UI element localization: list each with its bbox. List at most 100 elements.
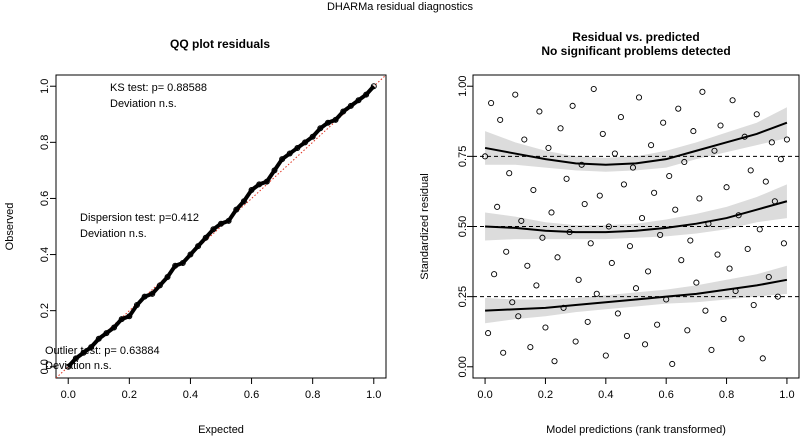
residual-point	[669, 360, 676, 368]
qq-point	[256, 181, 263, 188]
qq-point	[347, 102, 354, 109]
residual-point	[509, 299, 516, 306]
qq-point	[302, 139, 309, 146]
residual-point	[714, 251, 721, 258]
qq-point	[133, 302, 140, 309]
residual-point	[774, 293, 781, 300]
residual-point	[545, 144, 552, 151]
residual-point	[521, 136, 528, 143]
qq-point	[218, 220, 224, 227]
qq-point	[317, 125, 324, 132]
residual-point	[548, 209, 555, 216]
qq-point	[118, 316, 125, 323]
annotation: Deviation n.s.	[110, 98, 177, 110]
residual-point	[654, 321, 661, 328]
residual-point	[638, 215, 646, 222]
residual-point	[744, 245, 751, 252]
residual-point	[581, 201, 588, 208]
residual-point	[524, 262, 531, 269]
panel-subtitle: No significant problems detected	[541, 44, 730, 58]
residual-point	[554, 254, 561, 261]
qq-point	[80, 349, 87, 356]
qq-line	[66, 84, 376, 369]
x-tick-label: 0.0	[61, 389, 76, 401]
y-tick-label: 0.0	[39, 359, 51, 374]
residual-point	[675, 105, 682, 112]
quantile-line	[485, 200, 788, 234]
residual-point	[765, 273, 772, 281]
quantile-band	[485, 265, 787, 324]
x-tick-label: 0.4	[183, 389, 198, 401]
residual-point	[648, 142, 655, 149]
qq-point	[164, 274, 171, 280]
residual-point	[660, 119, 667, 126]
figure-title: DHARMa residual diagnostics	[327, 1, 474, 13]
residual-point	[635, 94, 643, 101]
qq-point	[195, 243, 202, 250]
qq-point	[324, 119, 331, 126]
residual-point	[696, 195, 703, 202]
residual-point	[500, 349, 507, 356]
annotation: Deviation n.s.	[80, 228, 147, 240]
residual-point	[657, 231, 664, 238]
qq-point	[156, 282, 163, 289]
qq-point	[340, 108, 347, 115]
qq-point	[279, 156, 286, 163]
qq-point	[294, 144, 301, 151]
residual-point	[527, 344, 534, 351]
residual-point	[494, 203, 501, 210]
x-tick-label: 0.4	[598, 389, 613, 401]
qq-point	[332, 116, 339, 123]
residual-point	[617, 114, 624, 121]
qq-point	[72, 355, 79, 362]
residual-point	[729, 97, 736, 104]
qq-point	[172, 262, 179, 269]
y-tick-label: 0.6	[39, 191, 51, 206]
qq-point	[179, 259, 186, 266]
panel-title: Residual vs. predicted	[572, 30, 699, 44]
x-tick-label: 0.6	[244, 389, 259, 401]
quantile-line	[485, 278, 788, 312]
residual-point	[645, 268, 652, 275]
x-tick-label: 1.0	[779, 389, 794, 401]
residual-point	[596, 192, 603, 199]
x-tick-label: 0.0	[477, 389, 492, 401]
residual-point	[768, 139, 775, 146]
qq-point	[65, 363, 72, 370]
y-tick-label: 0.50	[457, 216, 469, 237]
residual-point	[602, 352, 609, 359]
y-tick-label: 0.25	[457, 286, 469, 307]
residual-point	[702, 307, 709, 314]
residual-point	[626, 243, 634, 250]
panel-title: QQ plot residuals	[170, 37, 270, 51]
residual-point	[497, 116, 504, 123]
residual-point	[762, 178, 769, 185]
residual-point	[723, 184, 730, 191]
qq-point	[95, 335, 102, 342]
residual-point	[569, 102, 576, 109]
qq-point	[103, 330, 110, 337]
residual-point	[593, 290, 600, 297]
qq-point	[370, 83, 377, 90]
residual-point	[587, 240, 594, 247]
y-axis-label: Observed	[4, 203, 16, 251]
annotation: Dispersion test: p=0.412	[80, 212, 199, 224]
residual-point	[620, 181, 627, 188]
residual-point	[777, 156, 784, 163]
plot-area	[56, 75, 386, 378]
qq-point	[240, 198, 247, 205]
y-tick-label: 1.00	[457, 76, 469, 97]
qq-point	[286, 150, 293, 157]
residual-point	[750, 302, 757, 309]
qq-point	[111, 324, 118, 331]
residual-point	[515, 313, 522, 320]
x-tick-label: 0.8	[305, 389, 320, 401]
qq-point	[187, 251, 194, 258]
residual-point	[506, 170, 513, 177]
y-tick-label: 0.8	[39, 135, 51, 150]
residual-point	[717, 122, 724, 129]
x-tick-label: 1.0	[366, 389, 381, 401]
residual-point	[684, 327, 691, 334]
y-tick-label: 0.00	[457, 356, 469, 377]
